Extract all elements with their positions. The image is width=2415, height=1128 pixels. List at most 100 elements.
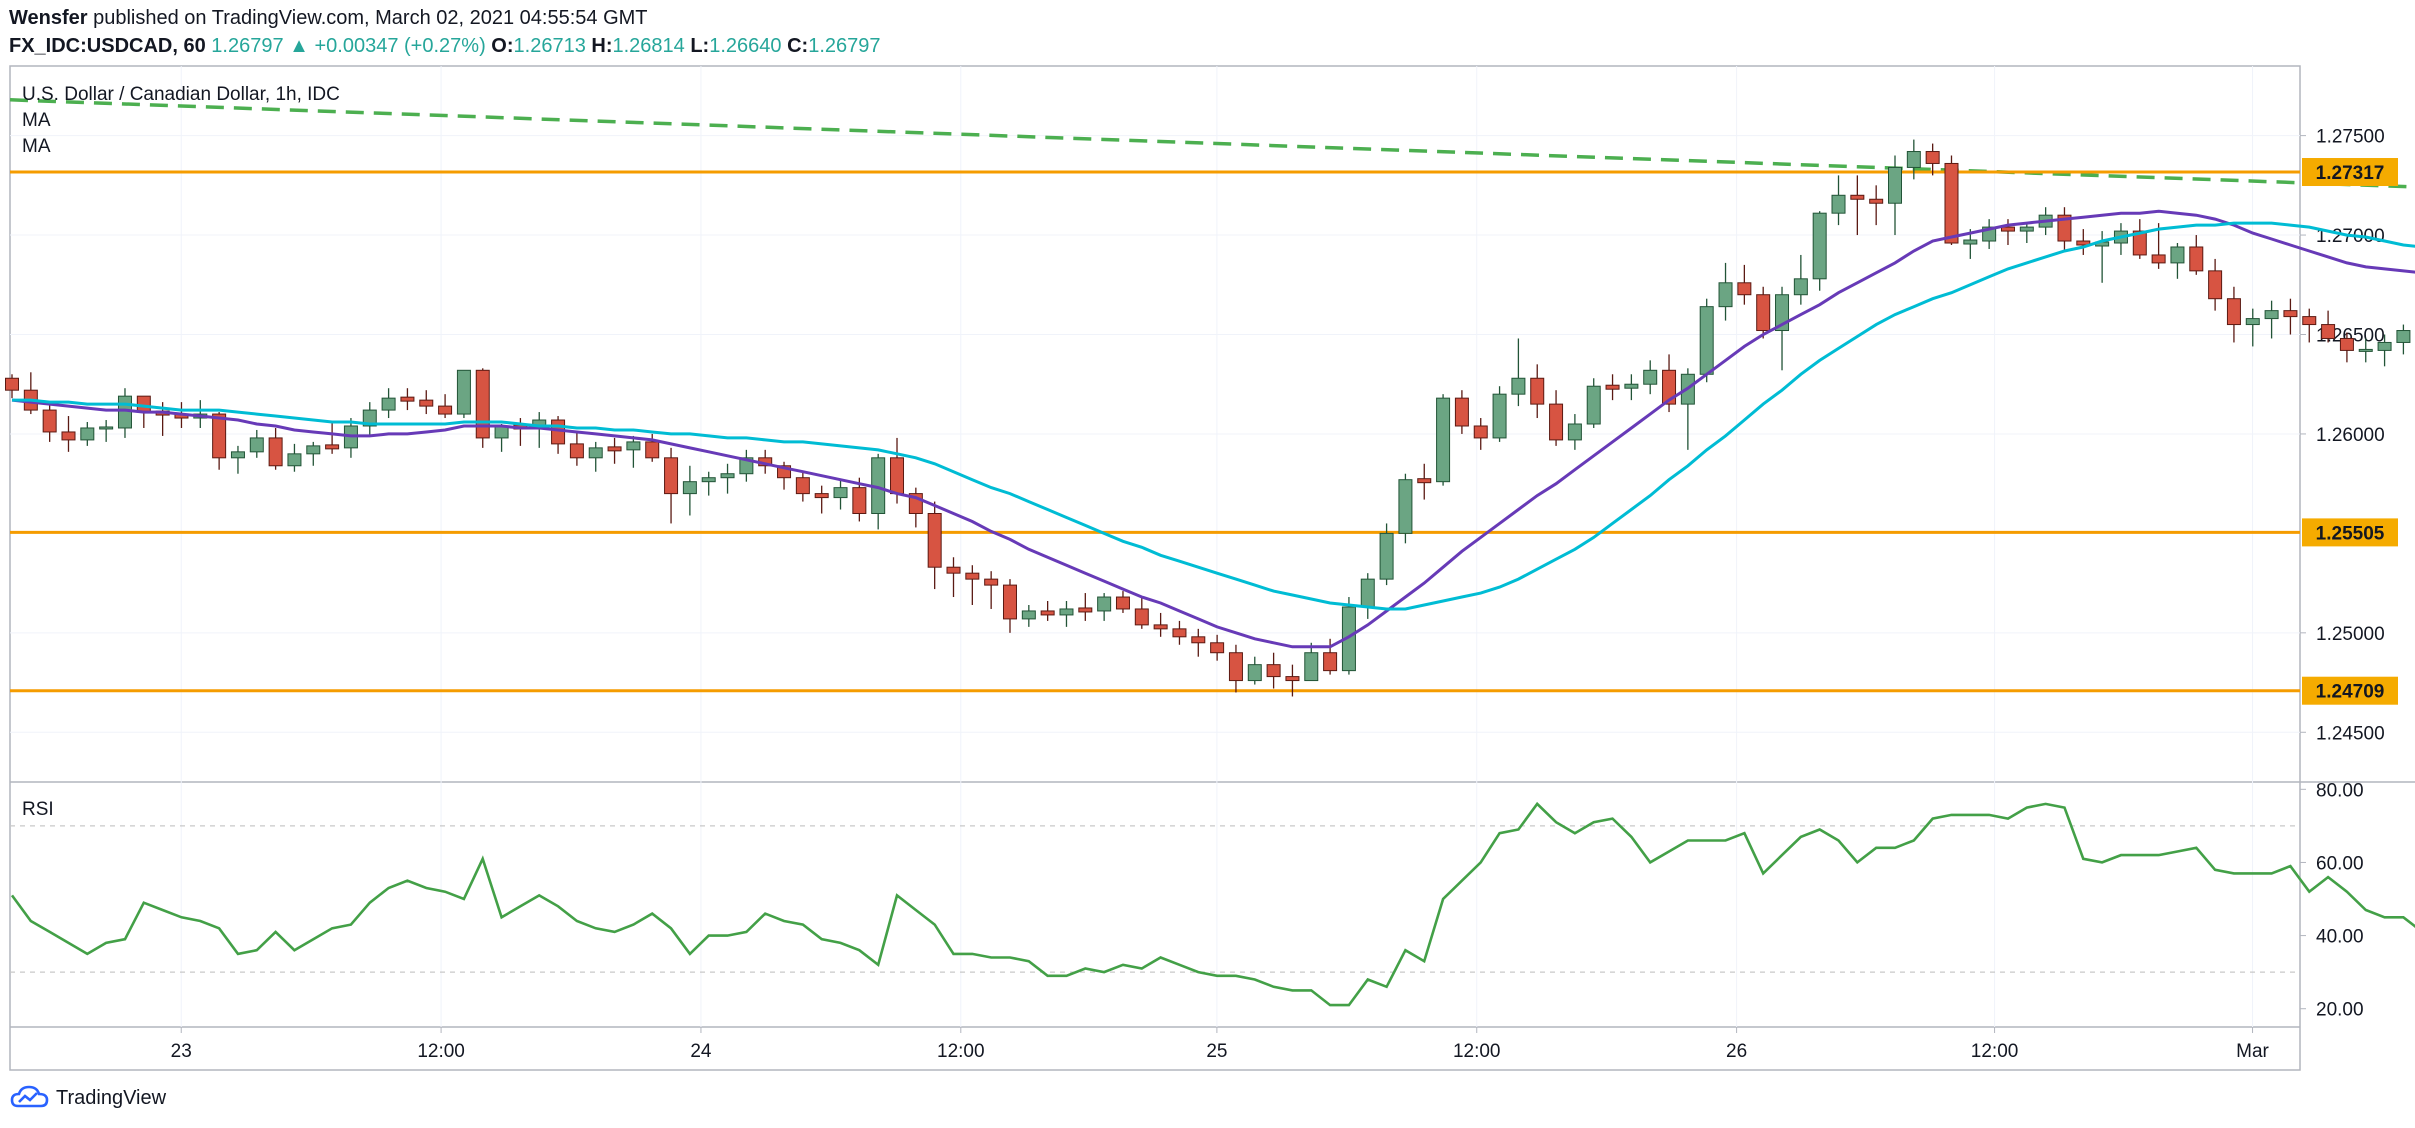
candle-body xyxy=(2302,316,2317,326)
candle-body xyxy=(42,409,57,433)
candle xyxy=(795,471,810,502)
cloud-logo-icon xyxy=(10,1085,49,1108)
candle xyxy=(1530,364,1545,419)
price-tick-label: 1.25000 xyxy=(2316,624,2385,645)
candle-body xyxy=(456,369,471,415)
candle xyxy=(946,557,961,598)
candle xyxy=(1247,656,1262,685)
time-tick-label: 25 xyxy=(1206,1041,1227,1062)
candle xyxy=(664,447,679,524)
candle xyxy=(438,394,453,419)
candle xyxy=(1134,597,1149,629)
price-level-tag xyxy=(2302,676,2398,705)
candle xyxy=(588,441,603,472)
candle xyxy=(2019,223,2034,244)
candle-body xyxy=(720,473,735,479)
candle-body xyxy=(1228,652,1243,682)
candle-body xyxy=(1398,479,1413,534)
candle-body xyxy=(2170,246,2185,264)
candle-body xyxy=(777,465,792,479)
candle xyxy=(1888,155,1902,236)
symbol-label: FX_IDC:USDCAD, 60 xyxy=(9,35,206,57)
candle xyxy=(1417,463,1432,500)
candle xyxy=(1869,185,1884,226)
rsi-label: RSI xyxy=(22,799,54,820)
candle xyxy=(1944,155,1959,245)
time-tick-label: 12:00 xyxy=(1453,1041,1501,1062)
candle-body xyxy=(965,572,980,580)
candle-body xyxy=(1530,377,1545,405)
candle xyxy=(814,485,829,514)
high-value: 1.26814 xyxy=(612,35,685,57)
candle xyxy=(1304,642,1319,682)
candle-body xyxy=(1567,423,1582,441)
candle xyxy=(1737,264,1752,305)
candle-body xyxy=(1247,664,1262,682)
candle-body xyxy=(1379,532,1394,580)
time-tick-label: 12:00 xyxy=(417,1041,465,1062)
candle xyxy=(1680,368,1695,450)
tradingview-logo[interactable]: TradingView xyxy=(10,1083,166,1113)
candle-body xyxy=(927,513,942,568)
candle-body xyxy=(325,444,340,450)
candle xyxy=(2132,219,2147,259)
candle xyxy=(1360,573,1375,619)
candle-body xyxy=(287,453,302,467)
candle-body xyxy=(475,369,490,439)
published-text: published on TradingView.com, March 02, … xyxy=(93,7,648,29)
candle xyxy=(5,374,19,399)
candle-body xyxy=(588,447,603,459)
candle xyxy=(2377,334,2392,367)
candle xyxy=(833,479,848,510)
candle xyxy=(2264,300,2279,339)
candle-body xyxy=(1850,194,1865,200)
price-tick-label: 1.26000 xyxy=(2316,425,2385,446)
candle xyxy=(117,388,132,438)
candle xyxy=(2302,308,2317,343)
candle-body xyxy=(1285,676,1300,682)
candle xyxy=(1473,418,1488,450)
price-tick-label: 1.24500 xyxy=(2316,723,2385,744)
candle-body xyxy=(1963,239,1978,245)
candle-body xyxy=(1756,294,1771,332)
candle-body xyxy=(2283,310,2298,318)
rsi-tick-label: 20.00 xyxy=(2316,1000,2364,1021)
candle xyxy=(739,449,754,482)
candle-body xyxy=(1323,652,1338,672)
low-value: 1.26640 xyxy=(709,35,782,57)
candle-body xyxy=(569,443,584,459)
candle-body xyxy=(80,427,95,441)
candle-body xyxy=(1549,403,1564,441)
chart-title: U.S. Dollar / Canadian Dollar, 1h, IDC xyxy=(22,84,340,105)
candle xyxy=(1906,139,1921,180)
candle xyxy=(1228,644,1243,693)
candle-body xyxy=(1869,198,1884,204)
candle xyxy=(1925,143,1940,176)
candle-body xyxy=(249,437,264,453)
candle xyxy=(682,465,697,516)
candle xyxy=(1756,286,1771,339)
candle-body xyxy=(1473,425,1488,439)
candle xyxy=(1586,378,1601,428)
candle-body xyxy=(400,396,415,402)
candle-body xyxy=(1059,608,1074,616)
candle-body xyxy=(984,578,999,586)
candle xyxy=(325,422,340,454)
candle xyxy=(2076,229,2091,255)
candle xyxy=(1379,523,1394,586)
candle xyxy=(1210,634,1225,661)
candle xyxy=(965,565,980,605)
candle-body xyxy=(1793,278,1808,296)
candle xyxy=(306,441,321,466)
arrow-up-icon: ▲ xyxy=(289,35,309,57)
trendline xyxy=(9,98,2415,189)
candle-body xyxy=(1040,610,1055,616)
candle xyxy=(362,402,377,436)
candle-body xyxy=(2339,337,2354,351)
candle xyxy=(1398,473,1413,544)
candle-body xyxy=(1078,607,1093,613)
candle xyxy=(230,445,245,474)
open-label: O: xyxy=(491,35,514,57)
candle xyxy=(1831,175,1846,226)
